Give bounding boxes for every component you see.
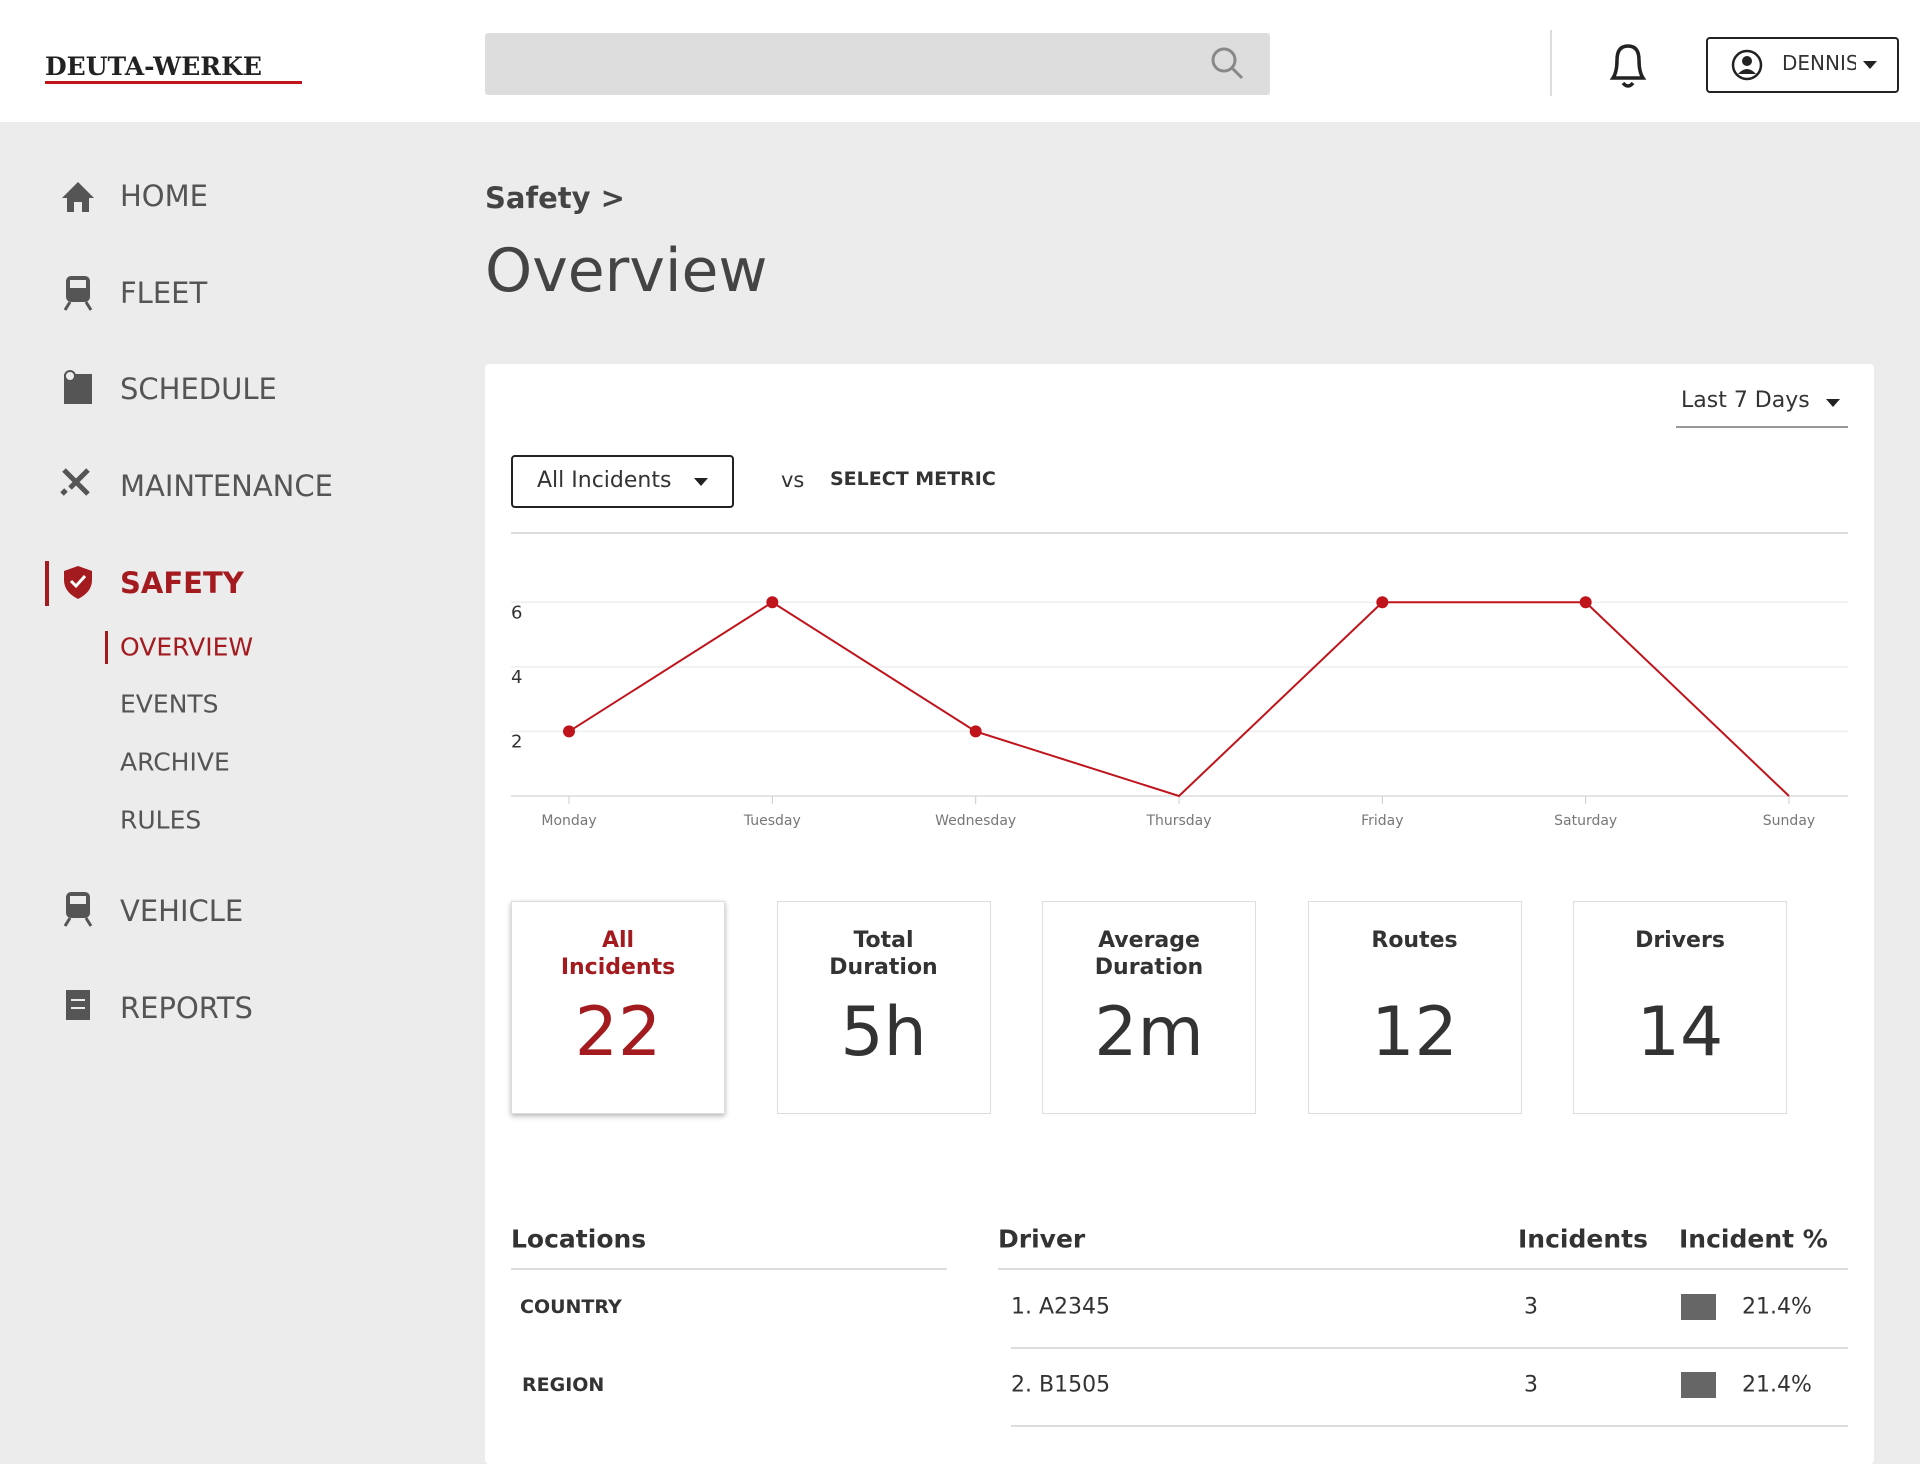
divider	[511, 1268, 947, 1270]
nav-schedule[interactable]: SCHEDULE	[120, 372, 277, 406]
kpi-card[interactable]: Routes 12	[1307, 901, 1522, 1114]
kpi-label: All Incidents	[560, 928, 676, 980]
nav-archive[interactable]: ARCHIVE	[120, 747, 230, 777]
breadcrumb[interactable]: Safety >	[485, 181, 625, 215]
vs-label: vs	[781, 468, 805, 492]
kpi-label: Average Duration	[1094, 928, 1204, 980]
kpi-card[interactable]: All Incidents 22	[511, 901, 725, 1114]
table-header: Locations	[511, 1224, 647, 1254]
caret	[694, 478, 708, 486]
row-divider	[1011, 1425, 1848, 1427]
kpi-value: 22	[574, 993, 662, 1072]
kpi-label: Routes	[1371, 928, 1458, 953]
kpi-value: 5h	[840, 993, 927, 1072]
kpi-label: Total Duration	[829, 928, 938, 980]
nav-icons	[60, 182, 94, 1020]
kpi-value: 12	[1371, 993, 1458, 1072]
search-icon	[1211, 47, 1244, 80]
table-cell: 3	[1524, 1294, 1538, 1320]
kpi-value: 14	[1636, 993, 1724, 1072]
nav-overview[interactable]: OVERVIEW	[120, 632, 254, 662]
kpi-value: 2m	[1094, 993, 1204, 1072]
range-label: Last 7 Days	[1681, 388, 1810, 413]
sub-active-indicator	[105, 631, 108, 664]
bell-icon[interactable]	[1603, 38, 1653, 92]
nav-home[interactable]: HOME	[120, 179, 208, 213]
caret	[1863, 61, 1877, 69]
divider	[511, 532, 1848, 534]
location-row[interactable]: REGION	[522, 1374, 605, 1396]
nav-maintenance[interactable]: MAINTENANCE	[120, 469, 333, 503]
table-cell: 2. B1505	[1011, 1372, 1111, 1398]
range-select[interactable]: Last 7 Days	[1676, 385, 1848, 428]
search-box[interactable]	[485, 33, 1270, 95]
divider	[998, 1268, 1848, 1270]
table-cell: 21.4%	[1742, 1372, 1812, 1398]
kpi-card[interactable]: Drivers 14	[1573, 901, 1787, 1114]
nav-rules[interactable]: RULES	[120, 805, 202, 835]
percent-swatch	[1681, 1372, 1716, 1398]
page-title: Overview	[485, 236, 768, 306]
nav-events[interactable]: EVENTS	[120, 689, 219, 719]
metric-label: All Incidents	[537, 468, 672, 493]
active-indicator	[45, 561, 49, 606]
percent-swatch	[1681, 1294, 1716, 1320]
table-header: Incident %	[1679, 1224, 1828, 1254]
nav-reports[interactable]: REPORTS	[120, 991, 253, 1025]
kpi-label: Drivers	[1635, 928, 1725, 953]
row-divider	[1011, 1347, 1848, 1349]
table-cell: 1. A2345	[1011, 1294, 1111, 1320]
nav-fleet[interactable]: FLEET	[120, 276, 208, 310]
table-header: Driver	[998, 1224, 1086, 1254]
table-header: Incidents	[1518, 1224, 1648, 1254]
location-row[interactable]: COUNTRY	[520, 1296, 622, 1318]
nav-vehicle[interactable]: VEHICLE	[120, 894, 244, 928]
table-cell: 3	[1524, 1372, 1538, 1398]
nav-safety[interactable]: SAFETY	[120, 566, 244, 600]
metric-select[interactable]: All Incidents	[511, 455, 734, 508]
caret	[1826, 399, 1840, 407]
kpi-card[interactable]: Average Duration 2m	[1042, 901, 1256, 1114]
compare-select[interactable]: SELECT METRIC	[830, 468, 996, 490]
table-cell: 21.4%	[1742, 1294, 1812, 1320]
user-name: DENNIS	[1782, 51, 1856, 75]
user-icon	[1731, 49, 1763, 81]
user-button[interactable]: DENNIS	[1706, 37, 1899, 93]
divider	[1550, 30, 1552, 96]
logo: DEUTA-WERKE	[45, 52, 302, 84]
kpi-card[interactable]: Total Duration 5h	[776, 901, 991, 1114]
